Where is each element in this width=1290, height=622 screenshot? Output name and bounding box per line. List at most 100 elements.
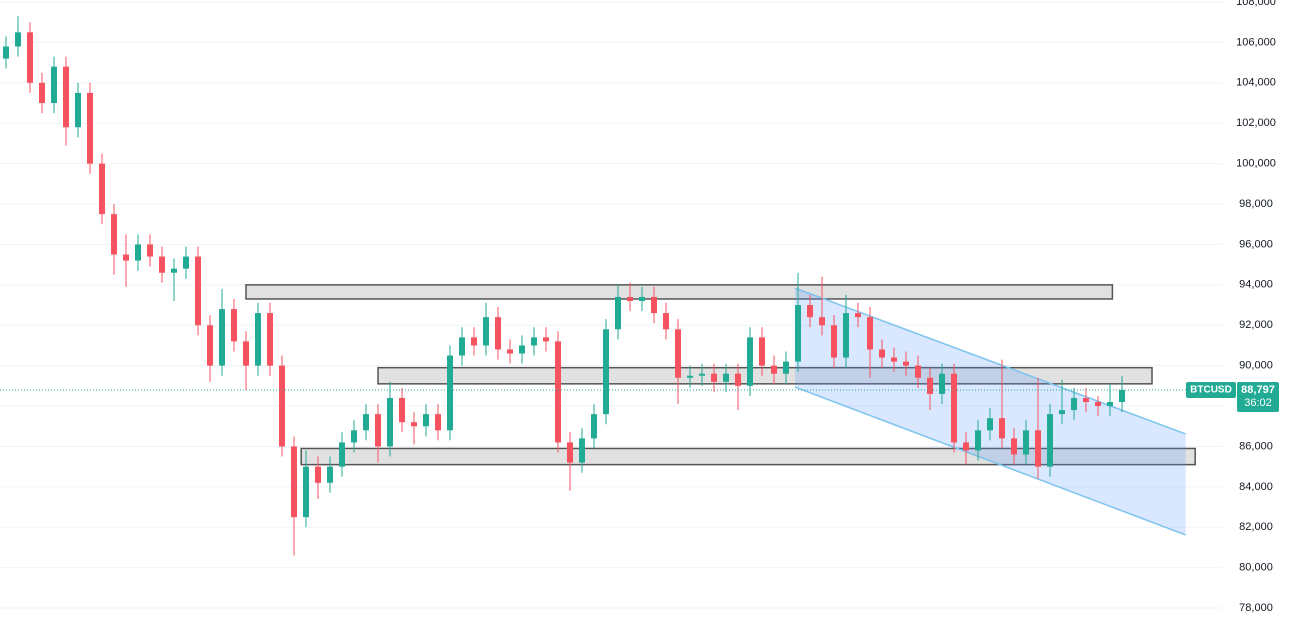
channel-line	[794, 287, 1186, 435]
candle-body	[447, 355, 453, 431]
candle-body	[171, 268, 177, 273]
candle-body	[855, 313, 861, 318]
candle-body	[339, 442, 345, 467]
candle-body	[507, 349, 513, 354]
candle-body	[87, 92, 93, 164]
candle-body	[75, 92, 81, 128]
candle-body	[231, 309, 237, 342]
countdown-label: 36:02	[1244, 397, 1272, 409]
price-label: 88,797	[1241, 384, 1275, 396]
candle-body	[1107, 402, 1113, 407]
candle-body	[531, 337, 537, 346]
zone	[300, 447, 1196, 466]
y-tick-label: 106,000	[1236, 36, 1276, 48]
candle-body	[591, 414, 597, 439]
candle-body	[99, 163, 105, 215]
symbol-tag	[1186, 381, 1236, 398]
candle-body	[603, 329, 609, 415]
candle-body	[495, 317, 501, 350]
candle-body	[3, 46, 9, 59]
candle-body	[51, 66, 57, 104]
candle-body	[243, 341, 249, 366]
candle-body	[687, 375, 693, 378]
candle-body	[795, 305, 801, 362]
candle-body	[1059, 410, 1065, 415]
candle-body	[699, 373, 705, 376]
candle-body	[831, 325, 837, 358]
candle-body	[279, 365, 285, 447]
candle-body	[651, 296, 657, 314]
candle-body	[375, 414, 381, 447]
candle-body	[951, 373, 957, 443]
candle-body	[351, 430, 357, 443]
candle-body	[1071, 397, 1077, 411]
candle-body	[627, 296, 633, 302]
candle-body	[207, 325, 213, 366]
y-tick-label: 96,000	[1239, 238, 1273, 250]
candle-body	[363, 414, 369, 431]
candle-body	[819, 317, 825, 326]
candle-body	[387, 397, 393, 447]
candle-body	[579, 438, 585, 463]
y-tick-label: 92,000	[1239, 319, 1273, 331]
candle-body	[975, 430, 981, 451]
candle-body	[915, 365, 921, 378]
y-tick-label: 108,000	[1236, 0, 1276, 8]
candle-body	[987, 418, 993, 431]
candle-body	[567, 442, 573, 463]
candle-body	[1035, 430, 1041, 467]
y-tick-label: 86,000	[1239, 440, 1273, 452]
candle-body	[399, 397, 405, 423]
candle-body	[411, 422, 417, 427]
candle-body	[471, 337, 477, 346]
zone	[245, 284, 1114, 300]
y-tick-label: 102,000	[1236, 117, 1276, 129]
candle-body	[1011, 438, 1017, 455]
candle-body	[1083, 397, 1089, 403]
candle-body	[939, 373, 945, 394]
candle-body	[675, 329, 681, 378]
candle-body	[711, 373, 717, 382]
candle-body	[435, 414, 441, 431]
candle-body	[147, 244, 153, 257]
candle-body	[315, 466, 321, 483]
y-tick-label: 100,000	[1236, 158, 1276, 170]
candle-body	[159, 256, 165, 273]
candle-body	[543, 337, 549, 342]
candle-body	[267, 313, 273, 366]
price-tag	[1237, 381, 1279, 412]
candle-body	[879, 349, 885, 358]
candle-body	[195, 256, 201, 326]
candle-body	[747, 337, 753, 386]
candle-body	[735, 373, 741, 386]
y-tick-label: 78,000	[1239, 602, 1273, 614]
candle-body	[123, 254, 129, 261]
y-tick-label: 104,000	[1236, 77, 1276, 89]
candle-body	[771, 365, 777, 374]
candle-body	[843, 313, 849, 358]
candle-body	[303, 466, 309, 518]
candle-body	[423, 414, 429, 427]
candle-body	[807, 305, 813, 318]
candle-body	[723, 373, 729, 382]
y-tick-label: 80,000	[1239, 562, 1273, 574]
candle-body	[639, 296, 645, 302]
candle-body	[927, 377, 933, 394]
candle-body	[27, 32, 33, 83]
candle-body	[1047, 414, 1053, 467]
symbol-label: BTCUSD	[1190, 385, 1232, 396]
candle-body	[999, 418, 1005, 439]
candle-body	[759, 337, 765, 366]
candle-body	[867, 317, 873, 350]
candle-body	[783, 361, 789, 374]
candle-body	[135, 244, 141, 261]
y-tick-label: 98,000	[1239, 198, 1273, 210]
candle-body	[891, 357, 897, 362]
candle-body	[219, 309, 225, 366]
candle-body	[555, 341, 561, 443]
candle-body	[15, 32, 21, 47]
candle-body	[963, 442, 969, 451]
candle-body	[615, 296, 621, 330]
